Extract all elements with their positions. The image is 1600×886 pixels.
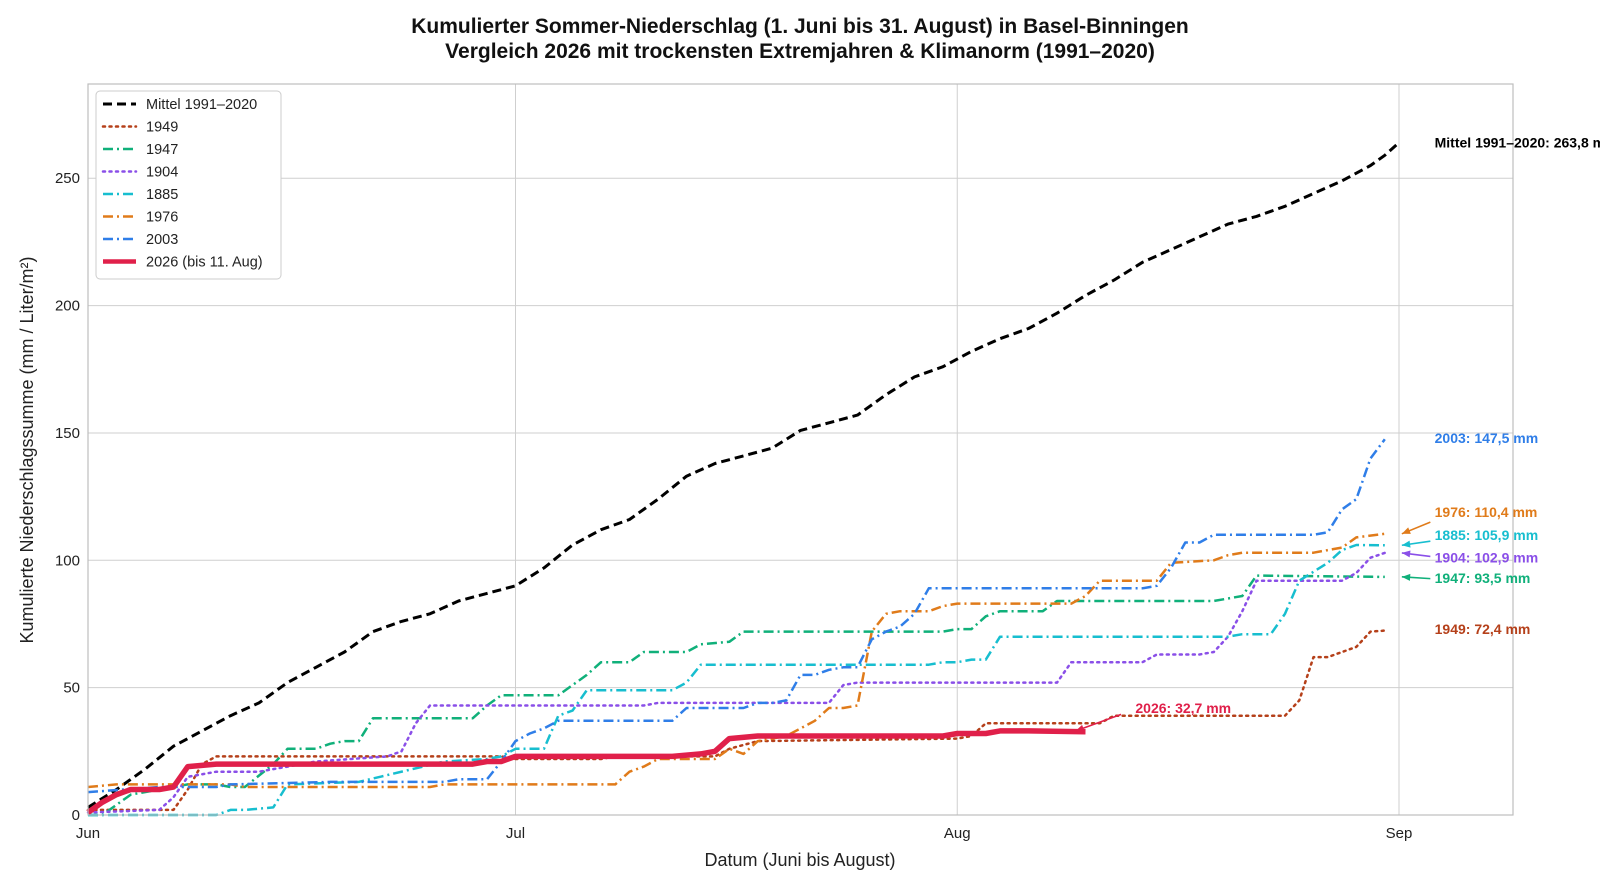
legend-entry: 1904 [146,165,178,181]
end-label-1949: 1949: 72,4 mm [1435,621,1531,637]
chart-title: Kumulierter Sommer-Niederschlag (1. Juni… [411,15,1189,38]
legend-entry: 1885 [146,187,178,203]
annotation-arrowhead [1075,724,1085,732]
chart-subtitle: Vergleich 2026 mit trockensten Extremjah… [445,40,1155,63]
series-line-1885 [88,543,1385,817]
end-label-mittel-1991-2020: Mittel 1991–2020: 263,8 mm [1435,135,1600,151]
x-tick-label: Aug [944,825,971,842]
grid-lines [87,84,1513,816]
end-label-2026-bis-11-aug-: 2026: 32,7 mm [1135,700,1231,716]
annotation-arrowhead [1401,527,1411,534]
series-line-2003 [87,438,1386,794]
x-axis-label: Datum (Juni bis August) [704,850,895,870]
legend-entry: 1976 [146,210,178,226]
plot-frame [87,83,1514,816]
y-tick-label: 150 [55,425,80,442]
series-line-1904 [86,551,1387,814]
annotation-arrowhead [1401,550,1411,558]
legend: Mittel 1991–2020 1949 1947 1904 1885 1976 2003… [95,90,282,280]
x-tick-label: Sep [1386,825,1413,842]
end-label-1904: 1904: 102,9 mm [1435,550,1539,566]
y-tick-label: 100 [55,552,80,569]
x-tick-label: Jun [76,825,100,842]
y-axis-label: Kumulierte Niederschlagssumme (mm / Lite… [17,256,37,643]
series-line-1949 [86,629,1387,812]
legend-entry: 1949 [146,120,178,136]
legend-entry: Mittel 1991–2020 [146,97,257,113]
series-lines [86,141,1400,817]
legend-entry: 2026 (bis 11. Aug) [146,255,263,271]
end-label-1976: 1976: 110,4 mm [1435,504,1538,520]
end-label-2003: 2003: 147,5 mm [1435,430,1539,446]
y-tick-label: 0 [72,807,80,824]
annotation-arrowhead [1401,573,1411,581]
end-label-1885: 1885: 105,9 mm [1435,527,1539,543]
series-line-1947 [88,574,1385,817]
series-line-mittel-1991-2020 [87,141,1400,809]
series-line-1976 [87,532,1385,789]
y-tick-label: 200 [55,298,80,315]
y-tick-label: 50 [63,680,80,697]
end-label-1947: 1947: 93,5 mm [1435,570,1531,586]
x-tick-label: Jul [506,825,525,842]
end-labels: Mittel 1991–2020: 263,8 mm 1949: 72,4 mm 1… [1075,135,1600,732]
legend-entry: 2003 [146,232,178,248]
axis-ticks: 0 50 100 150 200 250 Jun Jul Aug Sep [55,170,1412,842]
legend-box [95,90,282,280]
legend-entry: 1947 [146,142,178,158]
series-line-2026-bis-11-aug- [86,728,1086,815]
annotation-arrowhead [1401,540,1411,548]
y-tick-label: 250 [55,170,80,187]
